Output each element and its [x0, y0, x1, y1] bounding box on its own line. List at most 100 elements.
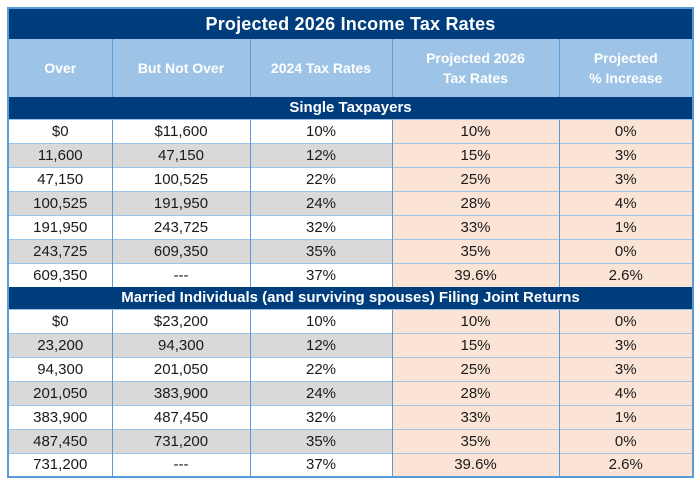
but-not-over-cell: --- — [111, 262, 250, 287]
pct-increase-cell: 0% — [558, 118, 694, 143]
tax-table-body: Single Taxpayers $0 $11,600 10% 10% 0% 11,600 4… — [8, 97, 694, 477]
section-header: Single Taxpayers — [8, 97, 694, 119]
pct-increase-cell: 0% — [558, 428, 694, 453]
pct-increase-cell: 1% — [558, 214, 694, 239]
over-cell: 201,050 — [8, 380, 112, 405]
but-not-over-cell: $23,200 — [111, 308, 250, 333]
over-cell: 731,200 — [8, 452, 112, 477]
table-row: 47,150 100,525 22% 25% 3% — [8, 166, 694, 191]
rate-2024-cell: 32% — [249, 404, 392, 429]
rate-2026-cell: 15% — [391, 142, 559, 167]
rate-2026-cell: 15% — [391, 332, 559, 357]
col-header-pct-increase-line1: Projected — [593, 49, 658, 66]
rate-2024-cell: 24% — [249, 380, 392, 405]
col-header-projected-2026-line1: Projected 2026 — [426, 49, 525, 66]
but-not-over-cell: 731,200 — [111, 428, 250, 453]
section-header-row: Married Individuals (and surviving spous… — [8, 287, 694, 309]
table-row: $0 $23,200 10% 10% 0% — [8, 308, 694, 333]
table-row: 191,950 243,725 32% 33% 1% — [8, 214, 694, 239]
col-header-projected-2026-line2: Tax Rates — [442, 70, 509, 86]
table-title: Projected 2026 Income Tax Rates — [8, 8, 694, 39]
rate-2026-cell: 28% — [391, 380, 559, 405]
but-not-over-cell: $11,600 — [111, 118, 250, 143]
col-header-projected-2026-tax-rates: Projected 2026 Tax Rates — [391, 39, 559, 97]
title-row: Projected 2026 Income Tax Rates — [8, 8, 694, 39]
rate-2024-cell: 24% — [249, 190, 392, 215]
pct-increase-cell: 3% — [558, 356, 694, 381]
over-cell: 191,950 — [8, 214, 112, 239]
table-row: 383,900 487,450 32% 33% 1% — [8, 404, 694, 429]
table-row: 11,600 47,150 12% 15% 3% — [8, 142, 694, 167]
over-cell: 100,525 — [8, 190, 112, 215]
over-cell: 47,150 — [8, 166, 112, 191]
pct-increase-cell: 2.6% — [558, 262, 694, 287]
rate-2024-cell: 12% — [249, 142, 392, 167]
pct-increase-cell: 4% — [558, 380, 694, 405]
rate-2024-cell: 12% — [249, 332, 392, 357]
rate-2024-cell: 37% — [249, 452, 392, 477]
but-not-over-cell: 487,450 — [111, 404, 250, 429]
rate-2026-cell: 39.6% — [391, 452, 559, 477]
table-row: 23,200 94,300 12% 15% 3% — [8, 332, 694, 357]
rate-2026-cell: 35% — [391, 238, 559, 263]
table-row: 487,450 731,200 35% 35% 0% — [8, 428, 694, 453]
rate-2024-cell: 35% — [249, 238, 392, 263]
table-row: 243,725 609,350 35% 35% 0% — [8, 238, 694, 263]
over-cell: 609,350 — [8, 262, 112, 287]
but-not-over-cell: 47,150 — [111, 142, 250, 167]
pct-increase-cell: 2.6% — [558, 452, 694, 477]
section-header: Married Individuals (and surviving spous… — [8, 287, 694, 309]
rate-2026-cell: 25% — [391, 356, 559, 381]
pct-increase-cell: 3% — [558, 332, 694, 357]
table-row: 609,350 --- 37% 39.6% 2.6% — [8, 262, 694, 287]
table-row: 100,525 191,950 24% 28% 4% — [8, 190, 694, 215]
over-cell: 243,725 — [8, 238, 112, 263]
over-cell: 11,600 — [8, 142, 112, 167]
rate-2026-cell: 39.6% — [391, 262, 559, 287]
rate-2024-cell: 35% — [249, 428, 392, 453]
rate-2024-cell: 10% — [249, 118, 392, 143]
table-row: 201,050 383,900 24% 28% 4% — [8, 380, 694, 405]
rate-2024-cell: 37% — [249, 262, 392, 287]
over-cell: $0 — [8, 118, 112, 143]
over-cell: 487,450 — [8, 428, 112, 453]
over-cell: 94,300 — [8, 356, 112, 381]
pct-increase-cell: 0% — [558, 238, 694, 263]
pct-increase-cell: 3% — [558, 142, 694, 167]
col-header-over: Over — [8, 39, 112, 97]
rate-2026-cell: 25% — [391, 166, 559, 191]
column-header-row: Over But Not Over 2024 Tax Rates Project… — [8, 39, 694, 97]
tax-rates-table: Projected 2026 Income Tax Rates Over But… — [7, 7, 695, 478]
over-cell: 383,900 — [8, 404, 112, 429]
over-cell: $0 — [8, 308, 112, 333]
table-row: 731,200 --- 37% 39.6% 2.6% — [8, 452, 694, 477]
but-not-over-cell: --- — [111, 452, 250, 477]
table-row: $0 $11,600 10% 10% 0% — [8, 118, 694, 143]
but-not-over-cell: 94,300 — [111, 332, 250, 357]
col-header-pct-increase-line2: % Increase — [589, 70, 663, 86]
pct-increase-cell: 1% — [558, 404, 694, 429]
rate-2026-cell: 10% — [391, 308, 559, 333]
but-not-over-cell: 191,950 — [111, 190, 250, 215]
rate-2024-cell: 22% — [249, 356, 392, 381]
col-header-but-not-over: But Not Over — [111, 39, 250, 97]
but-not-over-cell: 609,350 — [111, 238, 250, 263]
pct-increase-cell: 4% — [558, 190, 694, 215]
col-header-projected-pct-increase: Projected % Increase — [558, 39, 694, 97]
over-cell: 23,200 — [8, 332, 112, 357]
but-not-over-cell: 243,725 — [111, 214, 250, 239]
table-row: 94,300 201,050 22% 25% 3% — [8, 356, 694, 381]
but-not-over-cell: 201,050 — [111, 356, 250, 381]
rate-2024-cell: 22% — [249, 166, 392, 191]
pct-increase-cell: 3% — [558, 166, 694, 191]
rate-2024-cell: 32% — [249, 214, 392, 239]
rate-2024-cell: 10% — [249, 308, 392, 333]
rate-2026-cell: 28% — [391, 190, 559, 215]
col-header-2024-tax-rates: 2024 Tax Rates — [249, 39, 392, 97]
but-not-over-cell: 100,525 — [111, 166, 250, 191]
rate-2026-cell: 33% — [391, 214, 559, 239]
rate-2026-cell: 33% — [391, 404, 559, 429]
pct-increase-cell: 0% — [558, 308, 694, 333]
rate-2026-cell: 10% — [391, 118, 559, 143]
